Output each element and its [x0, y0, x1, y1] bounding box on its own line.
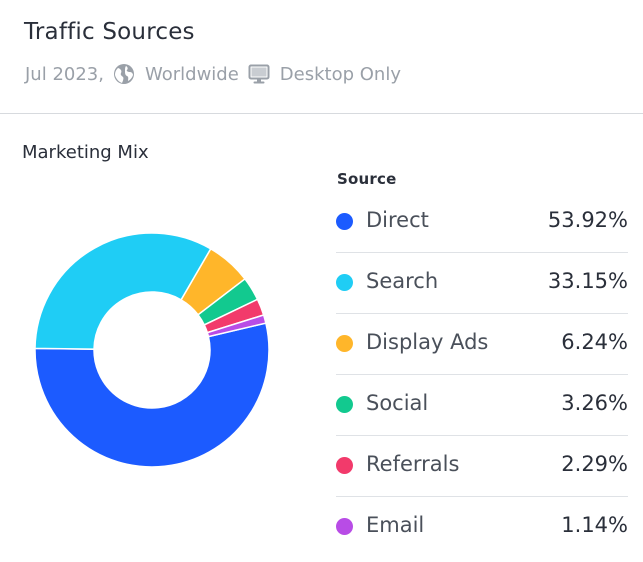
donut-slice-search[interactable] [34, 232, 212, 350]
legend: Direct 53.92% Search 33.15% Display Ads 6.24%… [336, 192, 628, 557]
legend-label-social: Social [366, 391, 429, 415]
globe-icon [113, 63, 135, 85]
legend-dot-social [336, 396, 353, 413]
legend-row-display-ads[interactable]: Display Ads 6.24% [336, 314, 628, 375]
legend-dot-display-ads [336, 335, 353, 352]
legend-row-referrals[interactable]: Referrals 2.29% [336, 436, 628, 497]
legend-label-display-ads: Display Ads [366, 330, 489, 354]
card-subtitle: Jul 2023, Worldwide Desktop Only [25, 62, 401, 86]
legend-label-search: Search [366, 269, 439, 293]
section-title: Marketing Mix [22, 142, 149, 163]
legend-value-search: 33.15% [547, 269, 628, 293]
legend-value-referrals: 2.29% [561, 452, 628, 476]
legend-value-email: 1.14% [561, 513, 628, 537]
legend-value-display-ads: 6.24% [561, 330, 628, 354]
legend-dot-referrals [336, 457, 353, 474]
legend-row-search[interactable]: Search 33.15% [336, 253, 628, 314]
region-label: Worldwide [144, 63, 239, 85]
desktop-icon [248, 63, 270, 85]
legend-row-social[interactable]: Social 3.26% [336, 375, 628, 436]
donut-slice-direct[interactable] [34, 322, 270, 468]
card-header: Traffic Sources Jul 2023, Worldwide [0, 0, 643, 114]
legend-dot-direct [336, 213, 353, 230]
legend-value-social: 3.26% [561, 391, 628, 415]
legend-value-direct: 53.92% [547, 208, 628, 232]
legend-dot-email [336, 518, 353, 535]
legend-row-direct[interactable]: Direct 53.92% [336, 192, 628, 253]
legend-label-direct: Direct [366, 208, 429, 232]
legend-dot-search [336, 274, 353, 291]
period-label: Jul 2023, [25, 63, 104, 85]
legend-row-email[interactable]: Email 1.14% [336, 497, 628, 557]
device-label: Desktop Only [279, 63, 401, 85]
card-title: Traffic Sources [24, 19, 195, 45]
donut-slice-email[interactable] [206, 314, 267, 338]
legend-label-referrals: Referrals [366, 452, 460, 476]
legend-heading: Source [337, 170, 397, 188]
legend-label-email: Email [366, 513, 425, 537]
